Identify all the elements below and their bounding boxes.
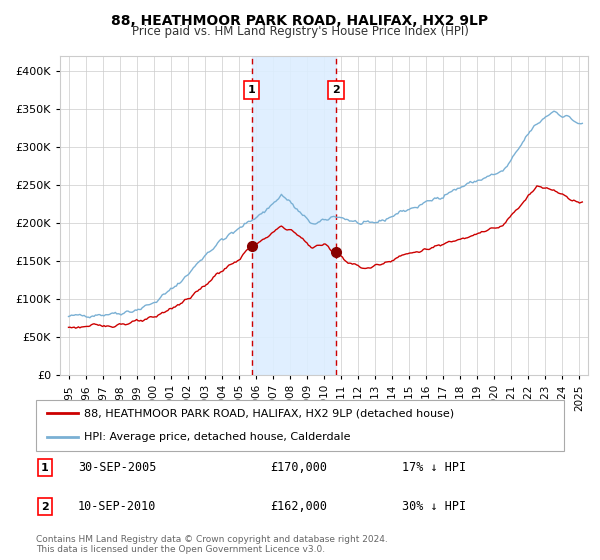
Text: 2: 2 [41, 502, 49, 512]
Text: 30-SEP-2005: 30-SEP-2005 [78, 461, 157, 474]
Text: HPI: Average price, detached house, Calderdale: HPI: Average price, detached house, Cald… [83, 432, 350, 442]
Text: Contains HM Land Registry data © Crown copyright and database right 2024.
This d: Contains HM Land Registry data © Crown c… [36, 535, 388, 554]
Text: 10-SEP-2010: 10-SEP-2010 [78, 500, 157, 514]
Text: 1: 1 [41, 463, 49, 473]
Text: 30% ↓ HPI: 30% ↓ HPI [402, 500, 466, 514]
Text: Price paid vs. HM Land Registry's House Price Index (HPI): Price paid vs. HM Land Registry's House … [131, 25, 469, 38]
Text: 17% ↓ HPI: 17% ↓ HPI [402, 461, 466, 474]
Text: 88, HEATHMOOR PARK ROAD, HALIFAX, HX2 9LP (detached house): 88, HEATHMOOR PARK ROAD, HALIFAX, HX2 9L… [83, 408, 454, 418]
Text: 2: 2 [332, 85, 340, 95]
Text: 1: 1 [248, 85, 256, 95]
Bar [251, 56, 336, 375]
Text: £162,000: £162,000 [270, 500, 327, 514]
Text: £170,000: £170,000 [270, 461, 327, 474]
Text: 88, HEATHMOOR PARK ROAD, HALIFAX, HX2 9LP: 88, HEATHMOOR PARK ROAD, HALIFAX, HX2 9L… [112, 14, 488, 28]
FancyBboxPatch shape [36, 400, 564, 451]
